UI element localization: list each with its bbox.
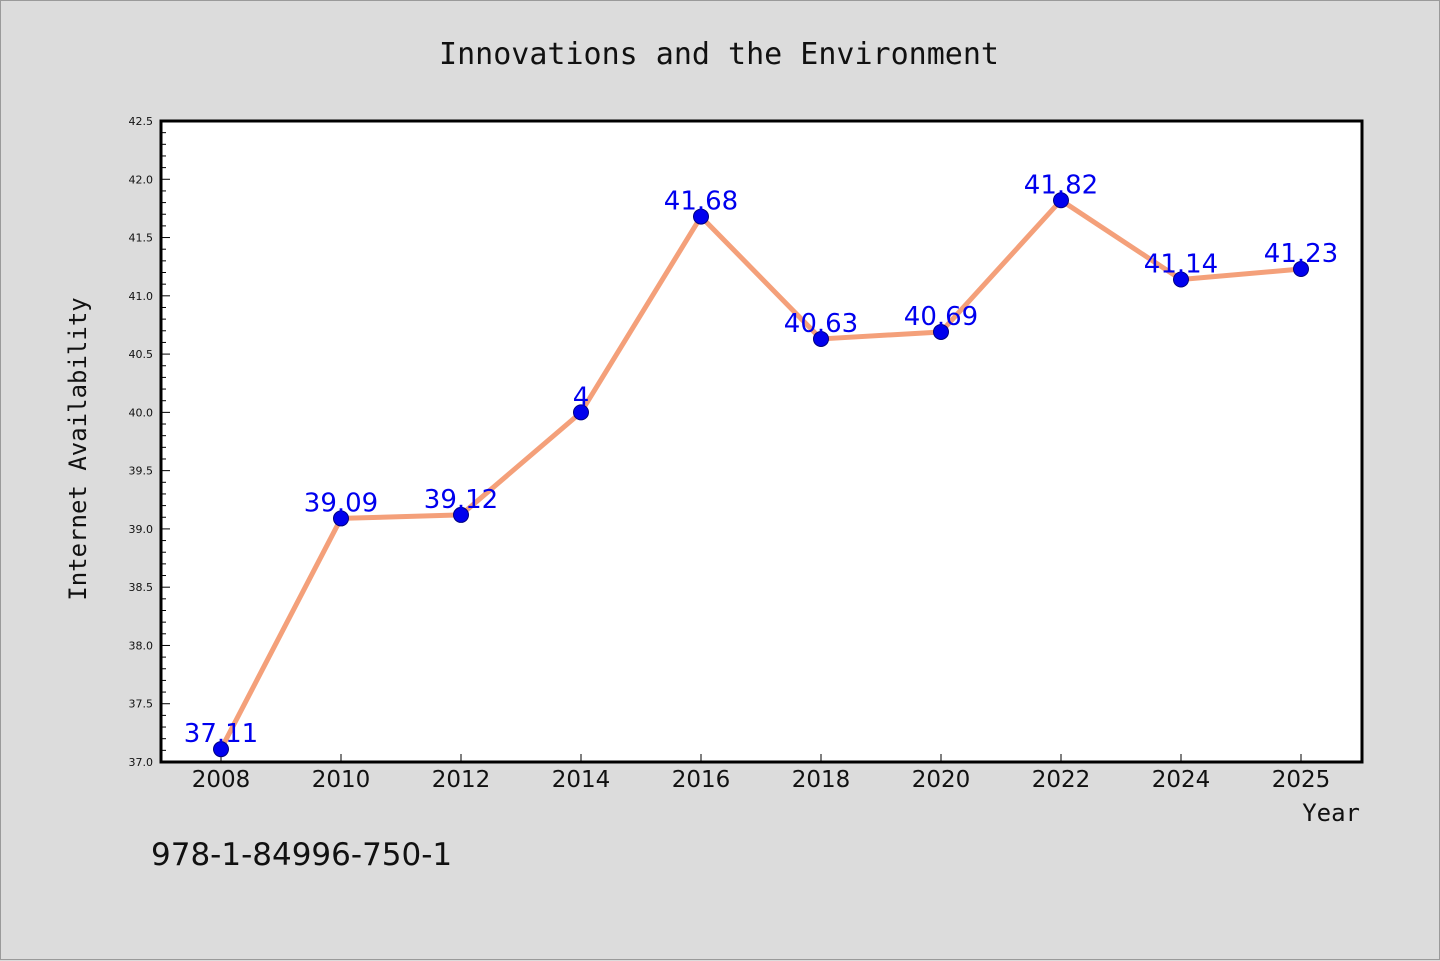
series-line (218, 197, 1302, 751)
data-label: 40.69 (904, 302, 978, 332)
y-tick-label: 41.0 (129, 290, 154, 303)
x-tick-label: 2020 (912, 767, 971, 793)
data-point (213, 741, 229, 758)
data-markers (213, 192, 1309, 758)
x-tick-label: 2014 (552, 767, 611, 793)
y-tick-label: 37.0 (129, 756, 154, 769)
data-label: 41.23 (1264, 239, 1338, 269)
x-tick-label: 2018 (792, 767, 851, 793)
y-axis-label: Internet Availability (64, 297, 92, 600)
data-label: 37.11 (184, 719, 258, 749)
data-point (1053, 192, 1069, 209)
x-tick-label: 2012 (432, 767, 491, 793)
data-label: 41.14 (1144, 250, 1218, 280)
data-label: 41.68 (664, 187, 738, 217)
data-label: 41.82 (1024, 170, 1098, 200)
x-tick-label: 2008 (192, 767, 251, 793)
data-point (813, 330, 829, 347)
plot-area (159, 119, 1364, 764)
y-tick-label: 42.5 (129, 115, 154, 128)
data-point (1293, 261, 1309, 278)
y-tick-label: 40.5 (129, 348, 154, 361)
x-tick-label: 2022 (1032, 767, 1091, 793)
data-labels: 37.11 39.09 39.12 4 41.68 40.63 40.69 41.82 41.1… (184, 170, 1338, 749)
y-tick-label: 42.0 (129, 173, 154, 186)
x-tick-label: 2024 (1152, 767, 1211, 793)
y-tick-label: 37.5 (129, 698, 154, 711)
data-point (933, 323, 949, 340)
x-tick-label: 2010 (312, 767, 371, 793)
y-tick-label: 41.5 (129, 232, 154, 245)
data-label: 39.09 (304, 488, 378, 518)
x-tick-label: 2025 (1272, 767, 1331, 793)
x-axis-label: Year (1302, 799, 1360, 827)
data-label: 40.63 (784, 309, 858, 339)
data-point (333, 510, 349, 527)
data-point (573, 404, 589, 421)
data-point (1173, 271, 1189, 288)
chart-title: Innovations and the Environment (439, 37, 999, 72)
y-tick-label: 39.5 (129, 465, 154, 478)
data-point (693, 208, 709, 225)
x-axis-ticks: 2008 2010 2012 2014 2016 2018 2020 2022 2024 2025 (192, 754, 1331, 793)
x-tick-label: 2016 (672, 767, 731, 793)
data-point (453, 506, 469, 523)
data-label: 39.12 (424, 485, 498, 515)
data-label: 4 (573, 382, 590, 412)
y-tick-label: 38.5 (129, 581, 154, 594)
y-tick-label: 39.0 (129, 523, 154, 536)
y-tick-label: 40.0 (129, 406, 154, 419)
footer-isbn: 978-1-84996-750-1 (151, 837, 452, 873)
y-tick-label: 38.0 (129, 639, 154, 652)
y-axis-ticks: 37.0 37.5 38.0 38.5 39.0 39.5 40.0 40.5 41.0 41.5… (129, 115, 170, 769)
